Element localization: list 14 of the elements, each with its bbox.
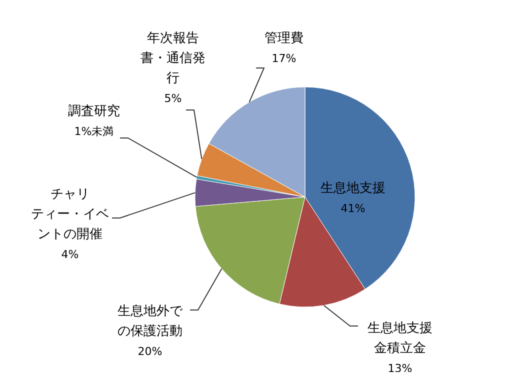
- slice-label: 年次報告書・通信発行: [140, 31, 206, 86]
- slice-label: 管理費: [264, 31, 304, 46]
- data-label: 13%: [388, 362, 412, 375]
- data-label: 4%: [61, 248, 79, 261]
- slice-label: 生息地支援金積立金: [368, 321, 432, 356]
- slice-label: 生息地支援: [320, 181, 386, 196]
- data-label: 1%未満: [74, 125, 114, 138]
- slice-label: 調査研究: [68, 104, 120, 119]
- slice-label: チャリティー・イベントの開催: [31, 187, 109, 242]
- data-label: 20%: [138, 345, 162, 358]
- data-label: 41%: [340, 202, 366, 215]
- data-label: 5%: [164, 92, 182, 105]
- slice-label: 生息地外での保護活動: [118, 304, 184, 339]
- data-label: 17%: [272, 52, 296, 65]
